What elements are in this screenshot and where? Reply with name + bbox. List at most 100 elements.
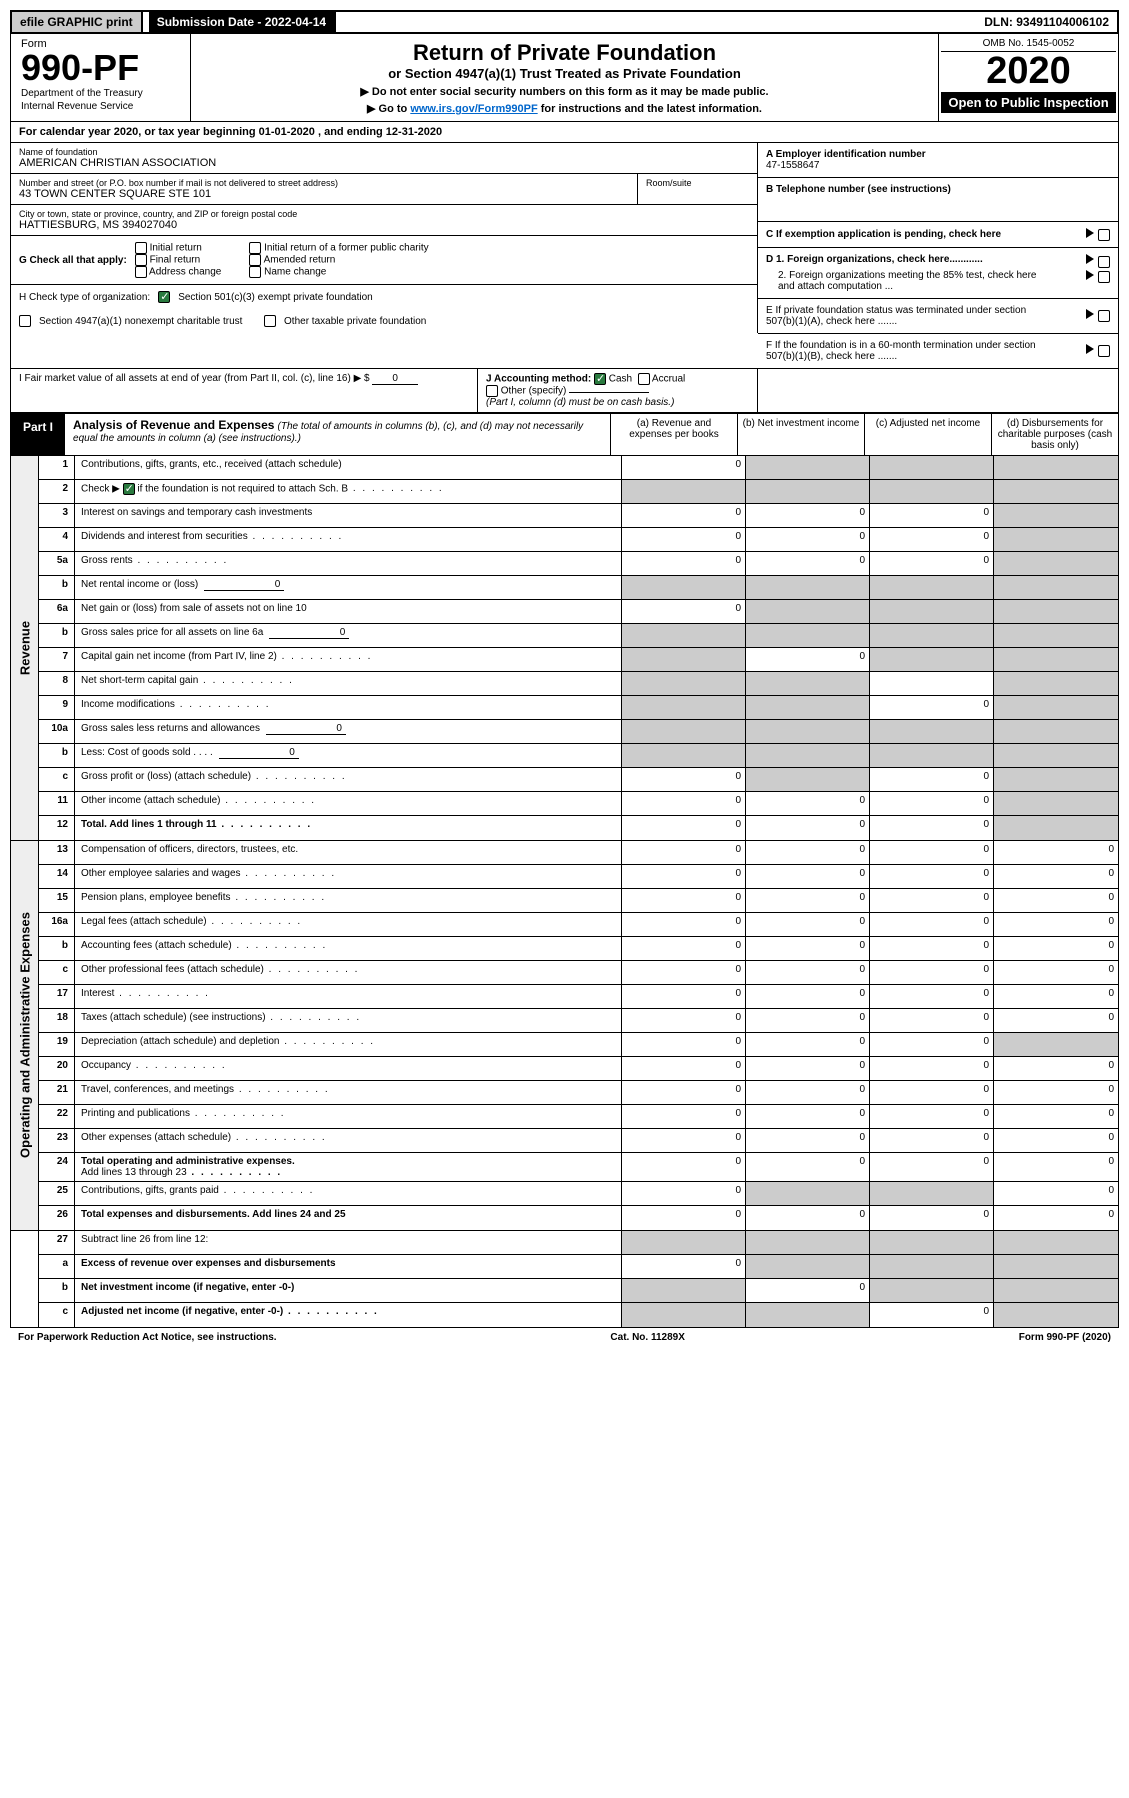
l11-a: 0 — [622, 792, 746, 815]
l4-b: 0 — [746, 528, 870, 551]
l5a-c: 0 — [870, 552, 994, 575]
d2-label: 2. Foreign organizations meeting the 85%… — [766, 270, 1046, 292]
l16a-a: 0 — [622, 913, 746, 936]
entity-info: Name of foundation AMERICAN CHRISTIAN AS… — [10, 143, 1119, 369]
line-1: Contributions, gifts, grants, etc., rece… — [75, 456, 622, 479]
chk-501c3[interactable] — [158, 291, 170, 303]
col-d-hdr: (d) Disbursements for charitable purpose… — [992, 414, 1118, 455]
lbl-addrchg: Address change — [149, 267, 221, 278]
l26-d: 0 — [994, 1206, 1118, 1230]
line-4: Dividends and interest from securities — [75, 528, 622, 551]
l6a-a: 0 — [622, 600, 746, 623]
tax-year: 2020 — [941, 52, 1116, 90]
l11-b: 0 — [746, 792, 870, 815]
line-6a: Net gain or (loss) from sale of assets n… — [75, 600, 622, 623]
l19-c: 0 — [870, 1033, 994, 1056]
part1-header: Part I Analysis of Revenue and Expenses … — [10, 413, 1119, 456]
l16b-a: 0 — [622, 937, 746, 960]
lbl-other: Other (specify) — [501, 385, 567, 396]
l5b-txt: Net rental income or (loss) — [81, 579, 198, 590]
chk-namechg[interactable] — [249, 266, 261, 278]
chk-final[interactable] — [135, 254, 147, 266]
cash-note: (Part I, column (d) must be on cash basi… — [486, 397, 674, 408]
l10a-val: 0 — [266, 723, 346, 735]
chk-accrual[interactable] — [638, 373, 650, 385]
name-label: Name of foundation — [19, 147, 749, 157]
chk-4947[interactable] — [19, 315, 31, 327]
l18-a: 0 — [622, 1009, 746, 1032]
chk-schb[interactable] — [123, 483, 135, 495]
irs-link[interactable]: www.irs.gov/Form990PF — [410, 103, 537, 115]
l16c-d: 0 — [994, 961, 1118, 984]
l26-a: 0 — [622, 1206, 746, 1230]
l23-a: 0 — [622, 1129, 746, 1152]
l15-b: 0 — [746, 889, 870, 912]
line-16b: Accounting fees (attach schedule) — [75, 937, 622, 960]
fmv-label: I Fair market value of all assets at end… — [19, 373, 370, 384]
l10b-val: 0 — [219, 747, 299, 759]
line-27a: Excess of revenue over expenses and disb… — [75, 1255, 622, 1278]
l22-d: 0 — [994, 1105, 1118, 1128]
d1-label: D 1. Foreign organizations, check here..… — [766, 254, 983, 267]
revenue-table: Revenue 1Contributions, gifts, grants, e… — [10, 456, 1119, 841]
line-17: Interest — [75, 985, 622, 1008]
l6b-val: 0 — [269, 627, 349, 639]
line-10c: Gross profit or (loss) (attach schedule) — [75, 768, 622, 791]
line-10b: Less: Cost of goods sold . . . .0 — [75, 744, 622, 767]
l27a-a: 0 — [622, 1255, 746, 1278]
l16a-b: 0 — [746, 913, 870, 936]
line-7: Capital gain net income (from Part IV, l… — [75, 648, 622, 671]
line-27c: Adjusted net income (if negative, enter … — [75, 1303, 622, 1327]
phone-label: B Telephone number (see instructions) — [766, 184, 1110, 195]
l16c-a: 0 — [622, 961, 746, 984]
g-label: G Check all that apply: — [19, 255, 127, 266]
l27c-c: 0 — [870, 1303, 994, 1327]
l17-d: 0 — [994, 985, 1118, 1008]
note-ssn: ▶ Do not enter social security numbers o… — [197, 85, 932, 98]
col-c-hdr: (c) Adjusted net income — [865, 414, 992, 455]
chk-initial[interactable] — [135, 242, 147, 254]
chk-e[interactable] — [1098, 310, 1110, 322]
l13-c: 0 — [870, 841, 994, 864]
line-20: Occupancy — [75, 1057, 622, 1080]
chk-d1[interactable] — [1098, 256, 1110, 268]
l6b-txt: Gross sales price for all assets on line… — [81, 627, 263, 638]
triangle-icon — [1086, 228, 1094, 238]
line-27: Subtract line 26 from line 12: — [75, 1231, 622, 1254]
l9-c: 0 — [870, 696, 994, 719]
chk-initial-former[interactable] — [249, 242, 261, 254]
l23-b: 0 — [746, 1129, 870, 1152]
line-16a: Legal fees (attach schedule) — [75, 913, 622, 936]
line-15: Pension plans, employee benefits — [75, 889, 622, 912]
chk-addrchg[interactable] — [135, 266, 147, 278]
l18-b: 0 — [746, 1009, 870, 1032]
l10c-c: 0 — [870, 768, 994, 791]
chk-other-tax[interactable] — [264, 315, 276, 327]
l20-d: 0 — [994, 1057, 1118, 1080]
line-21: Travel, conferences, and meetings — [75, 1081, 622, 1104]
line-25: Contributions, gifts, grants paid — [75, 1182, 622, 1205]
lbl-initial: Initial return — [150, 243, 202, 254]
l14-d: 0 — [994, 865, 1118, 888]
l20-b: 0 — [746, 1057, 870, 1080]
g-check-row: G Check all that apply: Initial return F… — [11, 236, 758, 284]
l10b-txt: Less: Cost of goods sold — [81, 747, 191, 758]
l16a-d: 0 — [994, 913, 1118, 936]
f-label: F If the foundation is in a 60-month ter… — [766, 340, 1056, 362]
l13-a: 0 — [622, 841, 746, 864]
l2-post: if the foundation is not required to att… — [137, 483, 348, 494]
l13-d: 0 — [994, 841, 1118, 864]
l20-a: 0 — [622, 1057, 746, 1080]
chk-d2[interactable] — [1098, 271, 1110, 283]
chk-c[interactable] — [1098, 229, 1110, 241]
h-check-row: H Check type of organization: Section 50… — [11, 284, 758, 309]
city: HATTIESBURG, MS 394027040 — [19, 219, 749, 231]
l5a-a: 0 — [622, 552, 746, 575]
chk-amended[interactable] — [249, 254, 261, 266]
l10a-txt: Gross sales less returns and allowances — [81, 723, 260, 734]
chk-other[interactable] — [486, 385, 498, 397]
triangle-icon — [1086, 344, 1094, 354]
chk-cash[interactable] — [594, 373, 606, 385]
chk-f[interactable] — [1098, 345, 1110, 357]
l15-a: 0 — [622, 889, 746, 912]
